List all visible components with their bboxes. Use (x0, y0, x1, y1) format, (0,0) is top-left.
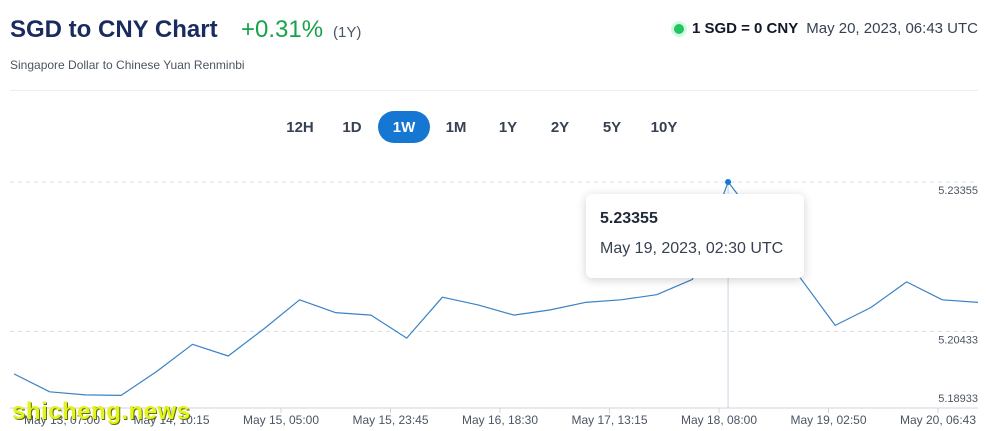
y-tick-label-0: 5.23355 (938, 185, 978, 197)
tab-1y[interactable]: 1Y (498, 118, 518, 136)
tab-1m[interactable]: 1M (445, 118, 467, 136)
time-range-tabs: 12H 1D 1W 1M 1Y 2Y 5Y 10Y (274, 111, 690, 143)
rate-status: 1 SGD = 0 CNY May 20, 2023, 06:43 UTC (673, 20, 978, 37)
chart-tooltip: 5.23355 May 19, 2023, 02:30 UTC (586, 194, 804, 278)
live-status-dot-icon (673, 23, 684, 34)
tab-2y[interactable]: 2Y (550, 118, 570, 136)
x-tick-label-0: May 13, 07:00 (24, 413, 100, 427)
change-percent: +0.31% (241, 16, 324, 43)
tab-1d[interactable]: 1D (342, 118, 362, 136)
y-tick-label-1: 5.20433 (938, 334, 978, 346)
tab-1w[interactable]: 1W (378, 111, 430, 143)
header-divider (10, 90, 978, 91)
x-tick-label-8: May 20, 06:43 (900, 413, 976, 427)
chart-header: SGD to CNY Chart +0.31% (1Y) 1 SGD = 0 C… (10, 12, 978, 52)
exchange-rate-chart[interactable]: 5.23355 5.20433 5.18933 May 13, 07:00 May 14… (0, 150, 986, 431)
watermark-logo: shicheng.news (12, 398, 191, 425)
x-tick-label-3: May 15, 23:45 (352, 413, 428, 427)
hover-point (725, 179, 732, 185)
tab-10y[interactable]: 10Y (650, 118, 678, 136)
x-tick-label-2: May 15, 05:00 (243, 413, 319, 427)
pair-description: Singapore Dollar to Chinese Yuan Renminb… (10, 58, 245, 72)
tab-12h[interactable]: 12H (286, 118, 314, 136)
change-period: (1Y) (333, 24, 362, 41)
page-title: SGD to CNY Chart (10, 16, 218, 43)
x-tick-label-4: May 16, 18:30 (462, 413, 538, 427)
tooltip-value: 5.23355 (600, 210, 658, 227)
x-tick-label-7: May 19, 02:50 (790, 413, 866, 427)
x-tick-label-1: May 14, 10:15 (133, 413, 209, 427)
tooltip-time: May 19, 2023, 02:30 UTC (600, 240, 784, 257)
rate-line-series (13, 181, 979, 396)
x-tick-label-6: May 18, 08:00 (681, 413, 757, 427)
y-tick-label-2: 5.18933 (938, 393, 978, 405)
rate-timestamp: May 20, 2023, 06:43 UTC (806, 20, 978, 37)
current-rate: 1 SGD = 0 CNY (691, 20, 799, 37)
tab-5y[interactable]: 5Y (602, 118, 622, 136)
x-tick-label-5: May 17, 13:15 (571, 413, 647, 427)
